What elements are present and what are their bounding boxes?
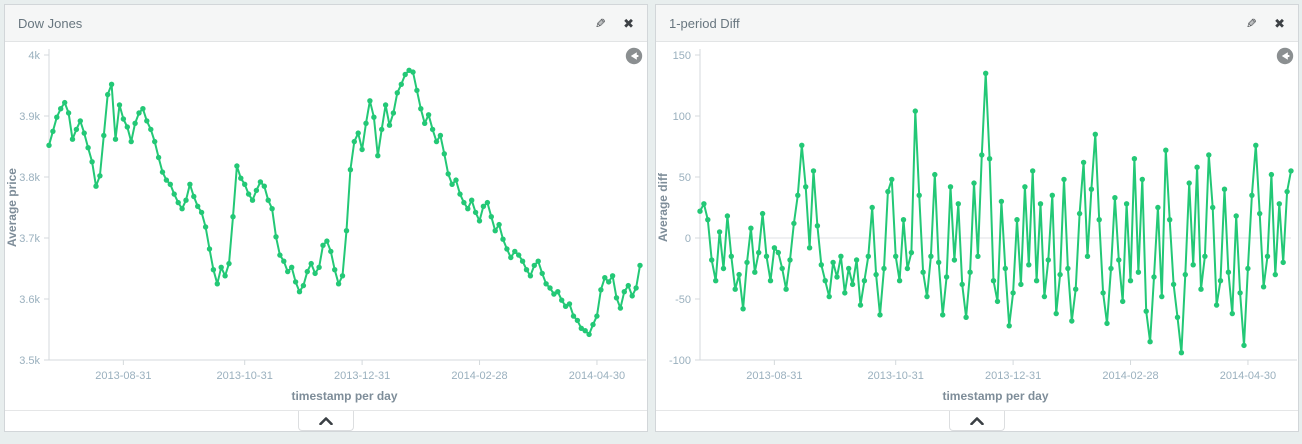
svg-text:3.8k: 3.8k <box>19 172 40 184</box>
panel-1-period-diff: 1-period Diff ✎ ✖ 150 100 50 0 -50 -100 2013-0… <box>655 4 1299 432</box>
svg-text:2013-08-31: 2013-08-31 <box>746 370 802 382</box>
panel-footer <box>5 410 647 431</box>
svg-text:3.6k: 3.6k <box>19 294 40 306</box>
chart-body: 4k 3.9k 3.8k 3.7k 3.6k 3.5k 2013-08-31 2013-10-… <box>5 42 647 410</box>
svg-text:3.9k: 3.9k <box>19 111 40 123</box>
panel-header: Dow Jones ✎ ✖ <box>5 5 647 42</box>
svg-text:-50: -50 <box>675 294 691 306</box>
panel-footer <box>656 410 1298 431</box>
svg-text:100: 100 <box>673 111 691 123</box>
close-icon[interactable]: ✖ <box>1274 15 1285 31</box>
collapse-button[interactable] <box>949 411 1005 431</box>
diff-line-chart[interactable]: 150 100 50 0 -50 -100 2013-08-31 2013-10-31 2013… <box>656 42 1298 410</box>
svg-text:150: 150 <box>673 50 691 62</box>
svg-text:0: 0 <box>685 233 691 245</box>
back-icon[interactable] <box>1276 47 1294 65</box>
svg-text:2014-02-28: 2014-02-28 <box>451 370 507 382</box>
svg-text:Average price: Average price <box>5 168 19 247</box>
svg-text:timestamp per day: timestamp per day <box>291 389 397 403</box>
svg-text:4k: 4k <box>28 50 40 62</box>
panel-dow-jones: Dow Jones ✎ ✖ 4k 3.9k 3.8k 3.7k 3.6k 3.5k 2013… <box>4 4 648 432</box>
svg-text:50: 50 <box>679 172 691 184</box>
collapse-button[interactable] <box>298 411 354 431</box>
svg-text:2014-04-30: 2014-04-30 <box>569 370 625 382</box>
panel-title: Dow Jones <box>18 15 83 31</box>
panel-title: 1-period Diff <box>669 15 740 31</box>
chevron-up-icon <box>319 416 333 425</box>
panel-actions: ✎ ✖ <box>595 15 634 31</box>
svg-text:2014-04-30: 2014-04-30 <box>1220 370 1276 382</box>
panel-header: 1-period Diff ✎ ✖ <box>656 5 1298 42</box>
back-icon[interactable] <box>625 47 643 65</box>
svg-text:Average diff: Average diff <box>656 172 670 242</box>
chart-body: 150 100 50 0 -50 -100 2013-08-31 2013-10-31 2013… <box>656 42 1298 410</box>
svg-text:2014-02-28: 2014-02-28 <box>1102 370 1158 382</box>
svg-text:3.5k: 3.5k <box>19 355 40 367</box>
panel-actions: ✎ ✖ <box>1246 15 1285 31</box>
svg-text:2013-08-31: 2013-08-31 <box>95 370 151 382</box>
svg-text:2013-10-31: 2013-10-31 <box>217 370 273 382</box>
edit-icon[interactable]: ✎ <box>595 15 607 31</box>
chevron-up-icon <box>970 416 984 425</box>
edit-icon[interactable]: ✎ <box>1246 15 1258 31</box>
svg-text:2013-12-31: 2013-12-31 <box>334 370 390 382</box>
dow-jones-line-chart[interactable]: 4k 3.9k 3.8k 3.7k 3.6k 3.5k 2013-08-31 2013-10-… <box>5 42 647 410</box>
svg-text:3.7k: 3.7k <box>19 233 40 245</box>
svg-text:-100: -100 <box>669 355 691 367</box>
close-icon[interactable]: ✖ <box>623 15 634 31</box>
svg-text:2013-12-31: 2013-12-31 <box>985 370 1041 382</box>
svg-text:2013-10-31: 2013-10-31 <box>868 370 924 382</box>
svg-text:timestamp per day: timestamp per day <box>942 389 1048 403</box>
